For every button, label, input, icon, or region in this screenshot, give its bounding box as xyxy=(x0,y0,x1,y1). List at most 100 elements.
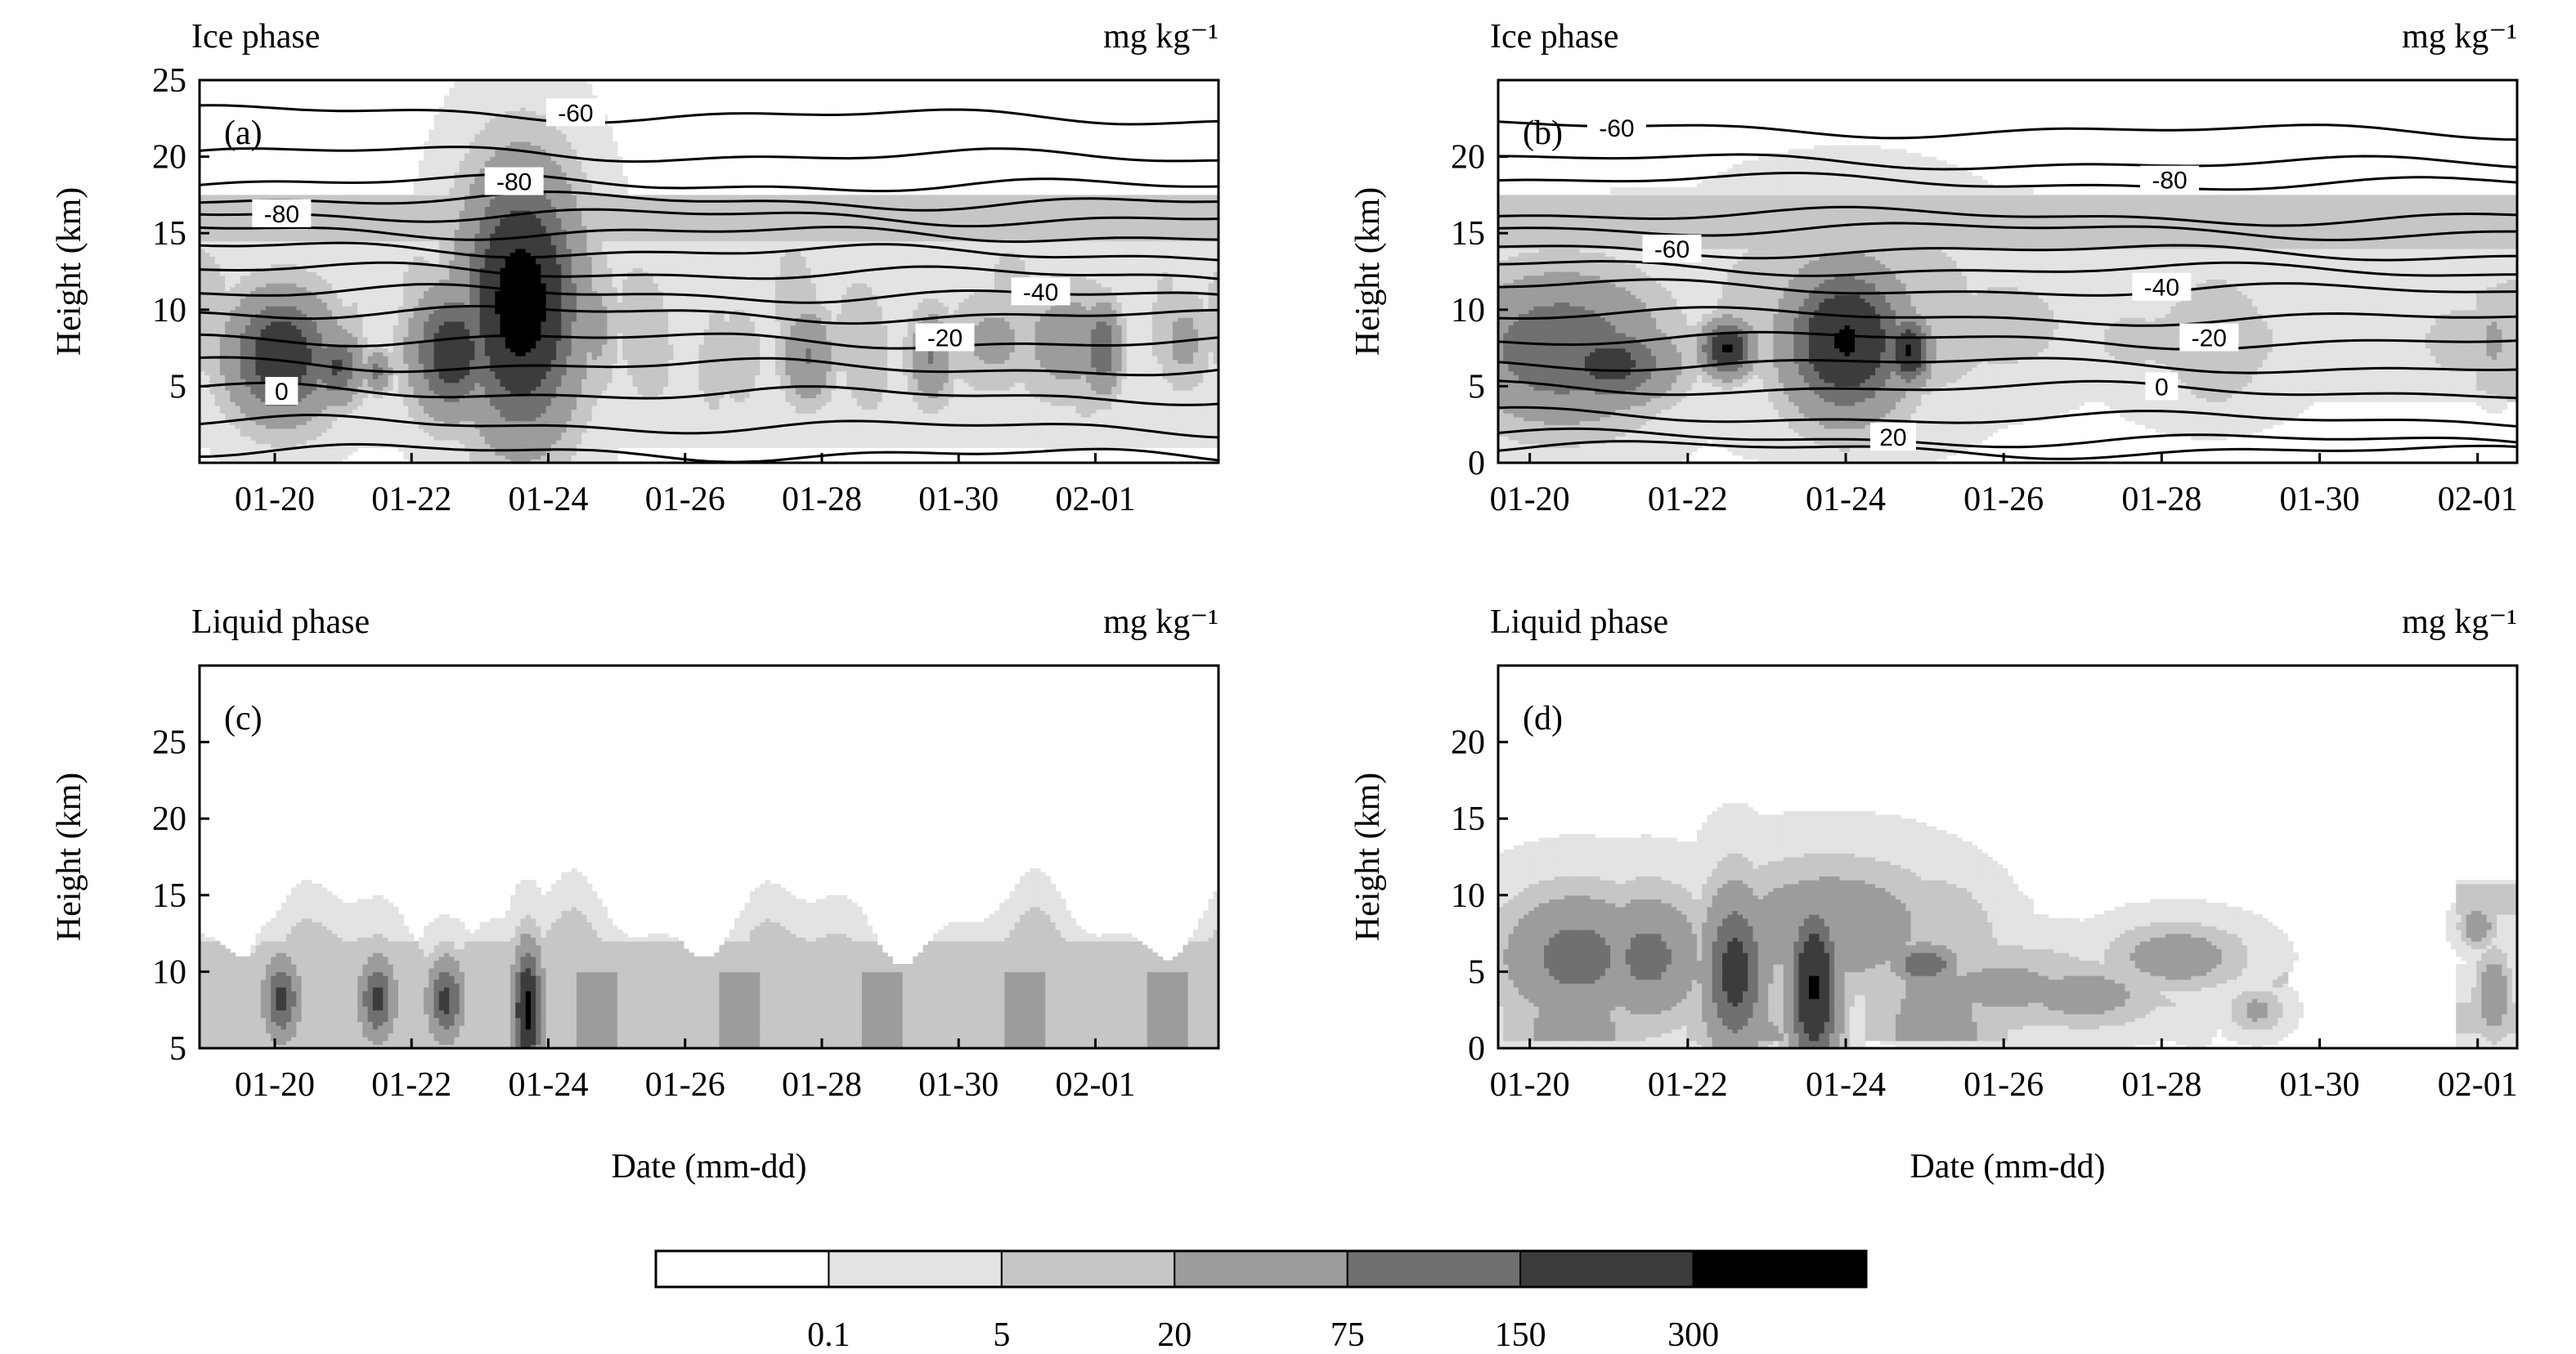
field-cell xyxy=(245,397,251,402)
field-cell xyxy=(464,416,470,422)
field-cell xyxy=(515,152,522,158)
field-cell xyxy=(362,233,369,238)
field-cell xyxy=(444,413,450,418)
field-cell xyxy=(240,329,246,334)
field-cell xyxy=(306,329,312,334)
field-cell xyxy=(378,420,384,425)
field-cell xyxy=(408,329,415,334)
field-cell xyxy=(505,413,511,418)
field-cell xyxy=(424,141,429,146)
field-cell xyxy=(285,317,292,322)
field-cell xyxy=(306,321,312,326)
field-cell xyxy=(306,347,312,352)
field-cell xyxy=(510,459,516,463)
field-cell xyxy=(296,256,303,261)
field-cell xyxy=(438,424,445,429)
field-cell xyxy=(312,286,317,291)
field-cell xyxy=(312,252,317,257)
field-cell xyxy=(449,92,456,96)
field-cell xyxy=(510,432,516,437)
field-cell xyxy=(490,451,496,456)
field-cell xyxy=(301,283,307,288)
field-cell xyxy=(214,306,221,311)
field-cell xyxy=(393,199,399,204)
field-cell xyxy=(393,432,399,437)
field-cell xyxy=(500,409,506,414)
field-cell xyxy=(515,137,522,142)
field-cell xyxy=(312,459,317,463)
field-cell xyxy=(484,149,491,154)
field-cell xyxy=(408,259,415,265)
field-cell xyxy=(495,252,501,257)
field-cell xyxy=(367,336,374,341)
field-cell xyxy=(362,213,369,219)
field-cell xyxy=(331,283,338,288)
field-cell xyxy=(520,110,527,115)
field-cell xyxy=(393,252,399,257)
field-cell xyxy=(459,397,465,402)
field-cell xyxy=(209,259,216,265)
field-cell xyxy=(280,275,287,280)
field-cell xyxy=(372,283,379,288)
field-cell xyxy=(505,83,511,88)
field-cell xyxy=(225,271,231,276)
field-cell xyxy=(285,229,292,234)
field-cell xyxy=(444,114,450,119)
field-cell xyxy=(260,233,267,238)
field-cell xyxy=(469,286,476,291)
field-cell xyxy=(484,87,491,92)
field-cell xyxy=(276,298,282,303)
field-cell xyxy=(388,329,394,334)
field-cell xyxy=(495,126,501,131)
field-cell xyxy=(357,325,363,330)
field-cell xyxy=(403,359,410,364)
field-cell xyxy=(225,393,231,399)
field-cell xyxy=(209,432,216,437)
field-cell xyxy=(316,386,323,391)
field-cell xyxy=(331,244,338,249)
field-cell xyxy=(301,332,307,338)
field-cell xyxy=(510,317,516,322)
field-cell xyxy=(444,390,450,395)
field-cell xyxy=(397,401,404,406)
field-cell xyxy=(505,397,511,402)
field-cell xyxy=(479,179,486,184)
field-cell xyxy=(280,286,287,291)
field-cell xyxy=(245,370,251,375)
field-cell xyxy=(316,382,323,387)
field-cell xyxy=(378,202,384,208)
field-cell xyxy=(429,256,435,261)
field-cell xyxy=(454,298,460,303)
field-cell xyxy=(296,195,303,200)
field-cell xyxy=(276,317,282,322)
field-cell xyxy=(245,352,251,356)
field-cell xyxy=(388,439,394,445)
field-cell xyxy=(306,259,312,265)
field-cell xyxy=(510,302,516,307)
field-cell xyxy=(204,263,211,268)
field-cell xyxy=(316,367,323,372)
field-cell xyxy=(393,370,399,375)
field-cell xyxy=(418,290,424,295)
field-cell xyxy=(378,267,384,272)
field-cell xyxy=(469,87,476,92)
field-cell xyxy=(255,286,262,291)
field-cell xyxy=(464,206,470,211)
field-cell xyxy=(459,256,465,261)
field-cell xyxy=(408,206,415,211)
field-cell xyxy=(225,213,231,219)
field-cell xyxy=(296,233,303,238)
field-cell xyxy=(397,413,404,418)
field-cell xyxy=(209,233,216,238)
field-cell xyxy=(413,206,420,211)
field-cell xyxy=(413,202,420,208)
field-cell xyxy=(225,443,231,448)
field-cell xyxy=(515,286,522,291)
field-cell xyxy=(235,195,241,200)
field-cell xyxy=(230,347,236,352)
field-cell xyxy=(444,459,450,463)
field-cell xyxy=(474,298,481,303)
field-cell xyxy=(357,352,363,356)
field-cell xyxy=(479,92,486,96)
field-cell xyxy=(321,309,328,315)
